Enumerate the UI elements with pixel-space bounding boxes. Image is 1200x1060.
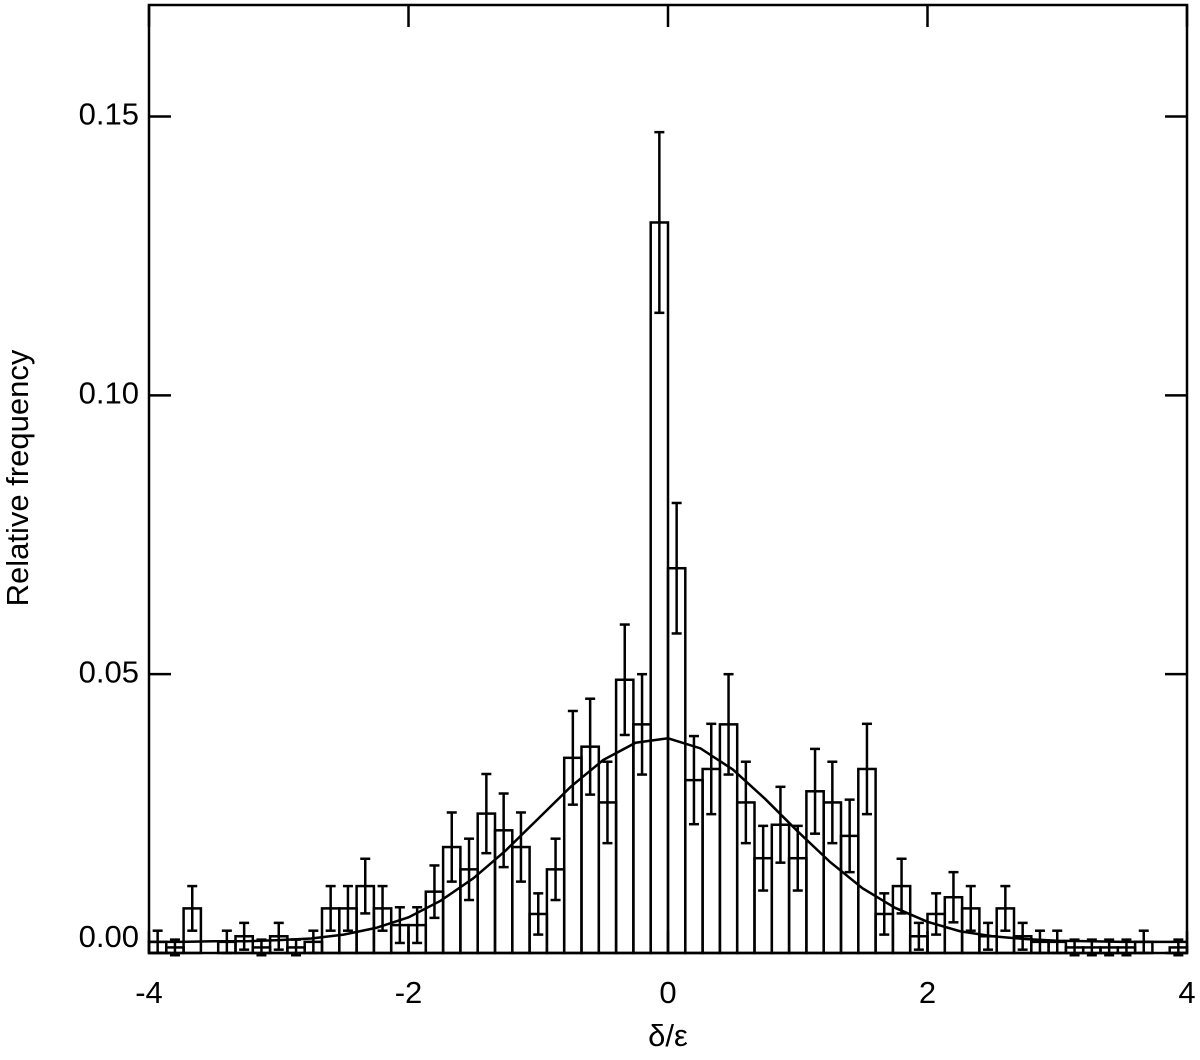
y-axis-label: Relative frequency: [0, 349, 35, 606]
error-bar: [827, 760, 838, 845]
error-bar: [342, 884, 353, 932]
error-bar: [758, 824, 769, 892]
error-bar: [688, 734, 699, 826]
error-bar: [931, 892, 942, 936]
error-bar: [619, 623, 630, 737]
fit-curve: [149, 737, 1187, 944]
error-bar: [1000, 884, 1011, 932]
error-bar: [671, 501, 682, 635]
error-bar: [360, 857, 371, 915]
error-bar: [861, 722, 872, 816]
error-bar: [723, 672, 734, 776]
error-bar: [550, 837, 561, 902]
error-bar: [533, 892, 544, 936]
y-tick-label: 0.00: [79, 919, 139, 954]
y-tick-label: 0.10: [79, 376, 139, 411]
y-tick-label: 0.15: [79, 97, 139, 132]
x-tick-label: -4: [135, 975, 163, 1010]
error-bar: [515, 811, 526, 883]
error-bar: [446, 811, 457, 883]
error-bar: [498, 792, 509, 869]
error-bar: [567, 709, 578, 806]
error-bar: [913, 921, 924, 951]
error-bar: [775, 785, 786, 864]
error-bar: [239, 921, 250, 951]
error-bar: [637, 672, 648, 776]
error-bar: [706, 722, 717, 816]
error-bar: [273, 921, 284, 951]
x-tick-label: 2: [919, 975, 936, 1010]
error-bar: [187, 884, 198, 932]
error-bar: [1017, 921, 1028, 951]
error-bar: [740, 760, 751, 845]
error-bar: [377, 884, 388, 932]
error-bar: [308, 929, 319, 955]
x-tick-label: 0: [659, 975, 676, 1010]
error-bar: [394, 906, 405, 945]
error-bar: [1034, 929, 1045, 955]
error-bar: [844, 798, 855, 874]
y-tick-label: 0.05: [79, 654, 139, 689]
error-bar: [481, 772, 492, 855]
error-bar: [654, 130, 665, 315]
error-bar: [585, 697, 596, 796]
x-tick-label: -2: [395, 975, 423, 1010]
error-bar: [429, 864, 440, 920]
error-bar: [948, 870, 959, 924]
error-bar: [965, 884, 976, 932]
error-bar: [325, 884, 336, 932]
x-tick-label: 4: [1178, 975, 1195, 1010]
error-bar: [810, 747, 821, 835]
x-axis-label: δ/ε: [648, 1018, 688, 1053]
error-bar: [602, 760, 613, 845]
error-bar: [792, 824, 803, 892]
error-bar: [464, 837, 475, 902]
histogram-bar: [649, 221, 670, 955]
